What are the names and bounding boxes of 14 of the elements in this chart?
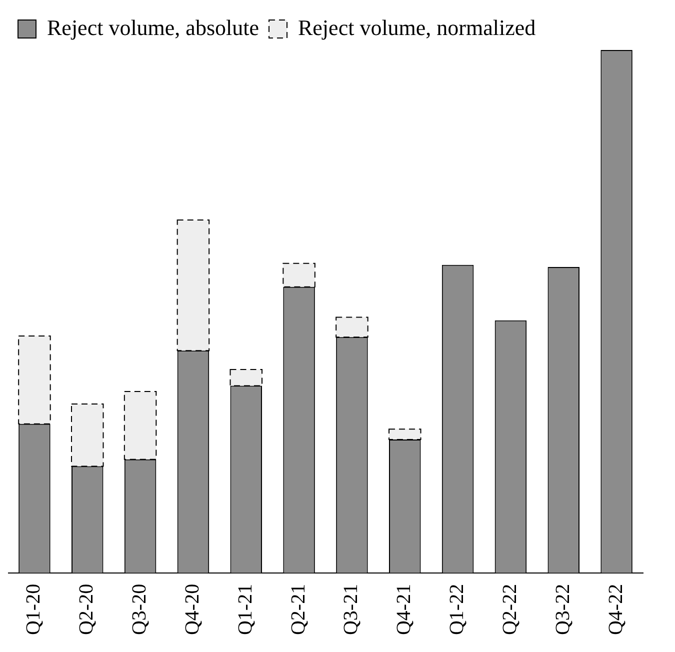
- x-tick-label: Q3-21: [340, 584, 362, 636]
- x-tick-label: Q1-20: [22, 584, 45, 636]
- x-tick-label: Q3-22: [552, 584, 574, 636]
- x-tick-label: Q4-22: [604, 584, 627, 636]
- x-tick-label: Q4-21: [393, 584, 416, 636]
- legend-label: Reject volume, absolute: [47, 14, 259, 40]
- x-tick-label: Q2-21: [287, 584, 310, 636]
- x-tick-label: Q1-22: [446, 584, 468, 636]
- x-tick-label: Q4-20: [181, 584, 204, 636]
- x-tick-label: Q3-20: [128, 584, 151, 636]
- x-tick-label: Q2-22: [498, 584, 521, 636]
- x-tick-label: Q1-21: [234, 584, 256, 636]
- x-tick-label: Q2-20: [76, 584, 98, 636]
- legend-label: Reject volume, normalized: [298, 14, 536, 40]
